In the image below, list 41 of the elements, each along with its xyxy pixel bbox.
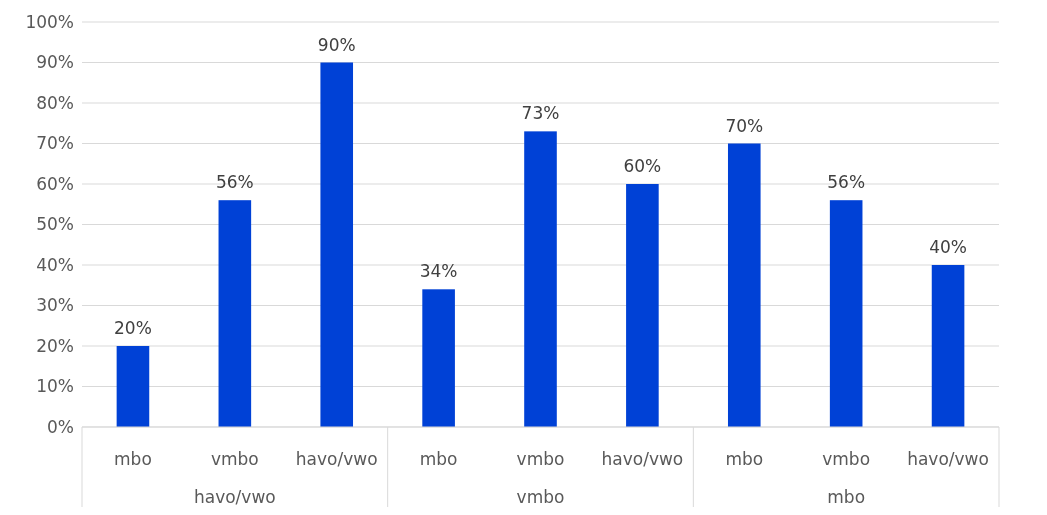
data-label: 56% [215, 172, 254, 193]
y-tick-label: 50% [36, 214, 74, 235]
bar [931, 265, 965, 427]
bar [422, 289, 455, 427]
data-label: 40% [929, 237, 967, 257]
data-label: 60% [623, 156, 662, 176]
x-tick-label: havo/vwo [907, 449, 989, 469]
bar [829, 200, 863, 427]
x-tick-label: mbo [114, 449, 152, 469]
y-tick-label: 80% [36, 92, 74, 113]
x-tick-label: mbo [419, 449, 458, 469]
y-tick-label: 70% [36, 133, 74, 154]
bar [116, 346, 150, 427]
y-tick-label: 10% [36, 376, 74, 397]
y-tick-label: 60% [36, 173, 74, 194]
x-tick-label: havo/vwo [295, 449, 378, 469]
x-tick-label: vmbo [516, 449, 565, 469]
y-tick-label: 0% [47, 416, 74, 437]
text: vmbo [516, 487, 565, 507]
bar [626, 184, 659, 427]
data-label: 34% [419, 261, 458, 282]
text: mbo [827, 487, 866, 507]
y-tick-label: 20% [36, 335, 74, 356]
y-tick-label: 100% [25, 11, 74, 32]
x-tick-label: havo/vwo [601, 449, 684, 469]
y-tick-label: 90% [36, 52, 74, 73]
bar [218, 200, 252, 427]
x-tick-label: mbo [725, 449, 764, 469]
data-label: 70% [725, 115, 764, 136]
data-label: 73% [521, 103, 560, 124]
data-label: 20% [114, 318, 152, 338]
x-tick-label: vmbo [210, 449, 259, 469]
bar [727, 143, 761, 427]
y-tick-label: 40% [36, 254, 74, 275]
data-label: 90% [317, 34, 356, 55]
bar [524, 131, 557, 427]
bar [320, 62, 354, 427]
y-tick-label: 30% [36, 295, 74, 316]
data-label: 56% [827, 172, 866, 193]
text: havo/vwo [193, 487, 276, 507]
x-tick-label: vmbo [822, 449, 871, 469]
